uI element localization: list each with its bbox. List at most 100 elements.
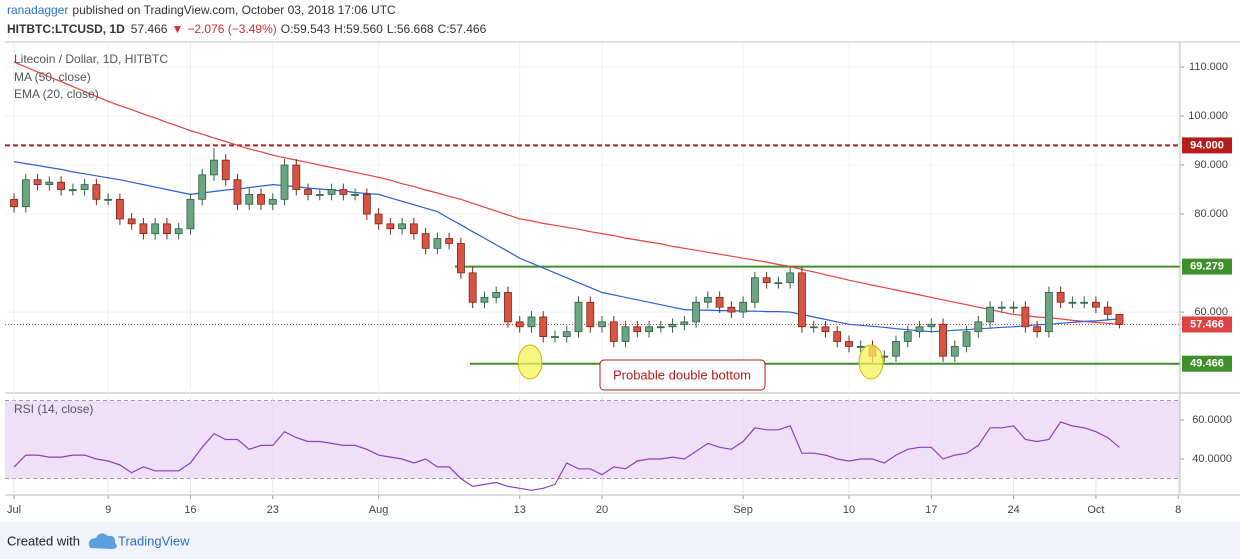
indicator-line [13, 61, 1120, 325]
candle-body [163, 223, 171, 235]
x-tick-label: 16 [184, 504, 196, 516]
candle-body [362, 194, 371, 215]
candle-body [221, 159, 230, 181]
annotation-box [599, 359, 766, 391]
footer [0, 522, 1240, 559]
candle-body [115, 198, 124, 220]
candle-body [21, 179, 30, 208]
candle-body [492, 292, 501, 298]
x-tick-label: Aug [369, 504, 389, 516]
logo [88, 533, 117, 549]
level-label-box [1182, 258, 1232, 275]
candle-body [304, 189, 312, 195]
rsi-band [5, 400, 1180, 479]
y-tick-label: 80.000 [1194, 208, 1228, 220]
rsi-title: RSI (14, close) [14, 402, 93, 416]
candle-body [586, 301, 595, 328]
last: 57.466 [131, 22, 168, 36]
candle-body [715, 296, 724, 308]
annotation: Probable double bottom [613, 367, 751, 382]
candle-body [915, 326, 924, 333]
candle-body [774, 282, 783, 285]
candle-body [762, 277, 771, 284]
candle-body [527, 316, 536, 328]
level-label: 94.000 [1190, 139, 1224, 151]
candle-body [562, 331, 571, 337]
candle-body [445, 238, 454, 244]
candle-body [339, 189, 348, 195]
candle-body [45, 181, 54, 186]
candle-body [1103, 306, 1112, 315]
candle-body [833, 331, 842, 342]
candle-body [210, 159, 218, 176]
level-label-box [1182, 355, 1232, 372]
candle-body [809, 326, 818, 329]
candle-body [327, 189, 336, 195]
legend-entry: EMA (20, close) [14, 87, 99, 101]
candle-body [280, 164, 289, 200]
last-price-label: 57.466 [1190, 318, 1224, 330]
symbol-line: HITBTC:LTCUSD, 1D 57.466 ▼ −2.076 (−3.49%) O… [7, 22, 487, 36]
x-tick-label: 17 [925, 504, 937, 516]
candle-body [233, 179, 242, 205]
level-label: 49.466 [1190, 358, 1224, 370]
arrow: ▼ [171, 22, 183, 36]
candle-body [786, 272, 795, 284]
candle-body [10, 198, 18, 208]
level-label: 69.279 [1190, 260, 1224, 272]
header-line: ranadagger published on TradingView.com, … [7, 3, 396, 17]
candle-body [151, 223, 160, 235]
x-tick-label: 10 [843, 504, 855, 516]
candle-body [856, 345, 865, 348]
candle-body [974, 321, 983, 333]
candle-body [539, 316, 548, 337]
candle-body [292, 164, 301, 190]
author[interactable]: ranadagger [7, 3, 68, 17]
footer-text: Created with [7, 533, 80, 548]
candle-body [750, 277, 759, 303]
candle-body [1009, 306, 1018, 309]
candle-body [139, 223, 148, 235]
symbol: HITBTC:LTCUSD, 1D [7, 22, 125, 36]
published: published on TradingView.com, October 03… [72, 3, 396, 17]
candle-body [892, 341, 900, 357]
candle-body [927, 323, 936, 328]
candle-body [257, 194, 265, 205]
y-tick-label: 60.0000 [1192, 414, 1232, 426]
candle-body [656, 326, 665, 329]
x-tick-label: 23 [267, 504, 279, 516]
candle-body [80, 184, 89, 190]
candle-body [409, 223, 418, 235]
candle-body [92, 184, 101, 200]
candle-body [609, 321, 618, 342]
candle-body [480, 296, 489, 303]
candle-body [1068, 301, 1077, 304]
candle-body [962, 331, 971, 347]
candle-body [1056, 292, 1065, 303]
candle-body [1092, 301, 1100, 308]
candle-body [598, 321, 606, 328]
candle-body [398, 223, 407, 230]
x-tick-label: Jul [7, 504, 21, 516]
candle-body [703, 296, 712, 303]
x-tick-label: Oct [1087, 504, 1104, 516]
overlay: Jul 9 16 23 Aug 13 20 Sep 10 17 24 Oct 8 94.000 69.279… [7, 137, 1232, 516]
candle-body [668, 323, 677, 328]
candle-body [421, 233, 430, 249]
candle-body [950, 345, 959, 357]
candle-body [692, 301, 701, 323]
x-tick-label: 13 [514, 504, 526, 516]
candle-body [939, 323, 947, 357]
candle-body [621, 326, 630, 342]
candle-body [57, 181, 65, 190]
ohlc-open: O:59.543 [281, 22, 331, 36]
candle-body [245, 194, 254, 205]
highlight [858, 344, 884, 380]
candle-body [268, 198, 277, 205]
level-label-box [1182, 137, 1232, 154]
brand[interactable]: TradingView [118, 533, 190, 548]
candle-body [198, 174, 207, 200]
x-tick-label: 9 [105, 504, 111, 516]
